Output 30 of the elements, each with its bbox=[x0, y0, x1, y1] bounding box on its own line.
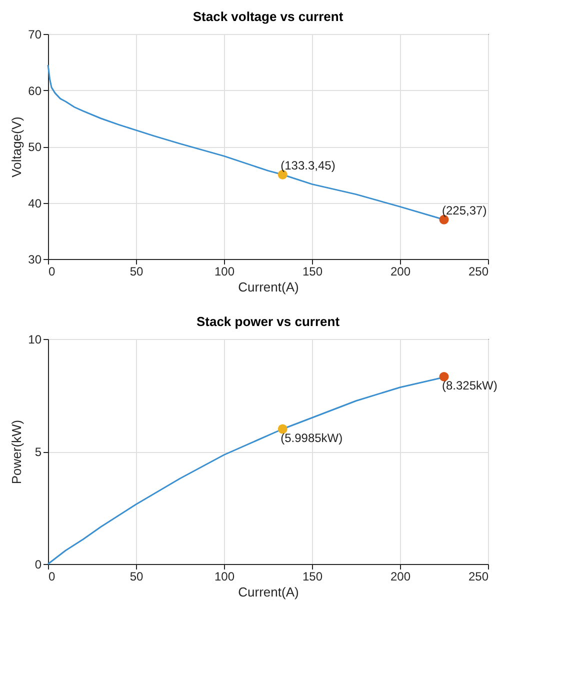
annotation: (225,37) bbox=[442, 204, 487, 218]
x-tick-label: 150 bbox=[302, 570, 323, 584]
y-tick-label: 40 bbox=[28, 196, 42, 210]
x-tick-label: 100 bbox=[214, 264, 235, 278]
x-axis-title: Current(A) bbox=[238, 584, 299, 600]
x-tick-label: 100 bbox=[214, 570, 235, 584]
annotation: (8.325kW) bbox=[442, 378, 498, 393]
y-tick-label: 30 bbox=[28, 252, 42, 266]
annotation: (133.3,45) bbox=[280, 158, 336, 173]
x-axis-title: Current(A) bbox=[238, 280, 299, 294]
x-tick-label: 50 bbox=[130, 570, 144, 584]
x-tick-label: 0 bbox=[48, 570, 56, 584]
y-tick-label: 0 bbox=[34, 558, 42, 572]
annotation: (5.9985kW) bbox=[280, 431, 343, 446]
y-axis-title: Voltage(V) bbox=[9, 116, 24, 178]
x-tick-label: 0 bbox=[48, 264, 56, 278]
y-tick-label: 50 bbox=[28, 140, 42, 154]
chart-title: Stack voltage vs current bbox=[192, 9, 344, 24]
y-axis-title: Power(kW) bbox=[9, 420, 24, 484]
x-tick-label: 50 bbox=[130, 264, 144, 278]
x-tick-label: 250 bbox=[468, 570, 489, 584]
x-tick-label: 250 bbox=[468, 264, 489, 278]
y-tick-label: 60 bbox=[28, 84, 42, 98]
x-tick-label: 200 bbox=[390, 570, 411, 584]
y-tick-label: 10 bbox=[28, 332, 42, 346]
y-tick-label: 70 bbox=[28, 28, 42, 42]
chart-title: Stack power vs current bbox=[196, 314, 340, 329]
y-tick-label: 5 bbox=[34, 445, 42, 459]
x-tick-label: 200 bbox=[390, 264, 411, 278]
x-tick-label: 150 bbox=[302, 264, 323, 278]
